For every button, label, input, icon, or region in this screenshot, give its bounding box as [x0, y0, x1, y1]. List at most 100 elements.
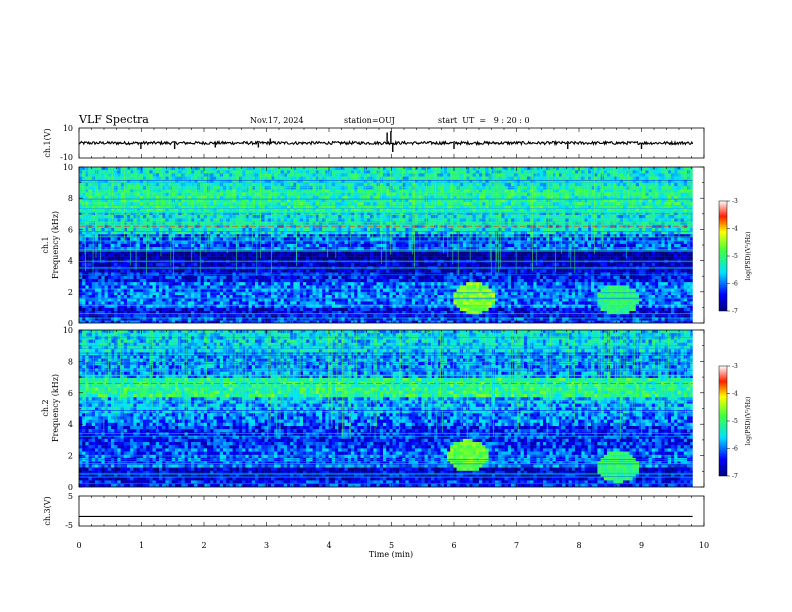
- ch1-spectrogram-cell: [107, 243, 112, 248]
- ch1-spectrogram-cell: [271, 186, 275, 190]
- ch1-spectrogram-cell: [274, 231, 278, 235]
- ch1-spectrogram-cell: [360, 167, 364, 171]
- ch1-spectrogram-cell: [82, 282, 86, 286]
- ch1-spectrogram-cell: [293, 279, 297, 283]
- ch1-spectrogram-cell: [82, 231, 86, 235]
- ch1-spectrogram-cell: [267, 298, 272, 302]
- ch1-spectrogram-cell: [341, 183, 345, 187]
- ch1-spectrogram-cell: [274, 202, 278, 206]
- ch1-spectrogram-cell: [335, 195, 339, 200]
- ch1-spectrogram-cell: [251, 192, 256, 196]
- ch1-spectrogram-cell: [133, 311, 137, 315]
- ch1-spectrogram-cell: [203, 167, 208, 171]
- ch1-spectrogram-cell: [194, 320, 198, 323]
- ch1-spectrogram-cell: [312, 282, 316, 286]
- ch1-spectrogram-cell: [104, 243, 108, 248]
- ch1-spectrogram-cell: [136, 317, 140, 321]
- ch1-spectrogram-cell: [117, 243, 121, 248]
- ch1-spectrogram-cell: [107, 205, 112, 209]
- ch1-spectrogram-cell: [223, 282, 227, 286]
- ch1-spectrogram-cell: [383, 291, 387, 296]
- ch1-spectrogram-cell: [280, 314, 284, 318]
- ch1-spectrogram-cell: [165, 189, 169, 193]
- ch1-spectrogram-cell: [338, 192, 342, 196]
- ch1-spectrogram-cell: [133, 298, 137, 302]
- ch1-spectrogram-cell: [117, 179, 121, 184]
- ch1-spectrogram-cell: [187, 298, 192, 302]
- ch1-spectrogram-cell: [315, 208, 320, 212]
- ch1-spectrogram-cell: [175, 208, 179, 212]
- ch1-spectrogram-cell: [309, 189, 313, 193]
- ch1-spectrogram-cell: [296, 221, 300, 225]
- ch1-spectrogram-cell: [155, 170, 160, 174]
- ch1-spectrogram-cell: [149, 317, 153, 321]
- ch1-spectrogram-cell: [235, 176, 240, 180]
- ch1-spectrogram-cell: [370, 221, 374, 225]
- ch1-spectrogram-cell: [232, 234, 236, 238]
- ch1-spectrogram-cell: [293, 189, 297, 193]
- ch1-spectrogram-cell: [325, 199, 329, 203]
- ch1-spectrogram-cell: [341, 195, 345, 200]
- ch1-spectrogram-cell: [287, 208, 291, 212]
- ch1-spectrogram-cell: [175, 221, 179, 225]
- ch1-spectrogram-cell: [255, 288, 259, 292]
- ch1-spectrogram-cell: [159, 295, 163, 299]
- ch1-spectrogram-cell: [351, 234, 355, 238]
- ch1-spectrogram-cell: [248, 243, 252, 248]
- ch1-spectrogram-cell: [98, 234, 102, 238]
- ch1-spectrogram-cell: [82, 199, 86, 203]
- ch1-spectrogram-cell: [274, 221, 278, 225]
- ch1-spectrogram-cell: [120, 199, 124, 203]
- ch1-spectrogram-cell: [187, 221, 192, 225]
- ch1-spectrogram-cell: [114, 288, 118, 292]
- ch1-spectrogram-cell: [328, 307, 332, 312]
- ch1-spectrogram-cell: [370, 218, 374, 222]
- ch1-spectrogram-cell: [367, 202, 371, 206]
- ch1-spectrogram-cell: [245, 237, 249, 241]
- ch1-spectrogram-cell: [363, 285, 368, 289]
- ch1-spectrogram-cell: [367, 237, 371, 241]
- ch1-spectrogram-cell: [117, 202, 121, 206]
- ch1-spectrogram-cell: [114, 285, 118, 289]
- ch1-spectrogram-cell: [136, 192, 140, 196]
- ch1-spectrogram-cell: [200, 183, 204, 187]
- ch1-spectrogram-cell: [165, 195, 169, 200]
- ch1-spectrogram-cell: [245, 317, 249, 321]
- ch1-spectrogram-cell: [210, 211, 214, 216]
- ch1-spectrogram-cell: [194, 173, 198, 177]
- ch1-spectrogram-cell: [386, 243, 390, 248]
- ch1-spectrogram-cell: [354, 195, 358, 200]
- ch1-spectrogram-cell: [104, 311, 108, 315]
- ch1-spectrogram-cell: [114, 195, 118, 200]
- ch1-spectrogram-cell: [277, 179, 281, 184]
- ch1-spectrogram-cell: [139, 231, 144, 235]
- ch1-spectrogram-cell: [127, 282, 131, 286]
- ch1-spectrogram-cell: [239, 256, 243, 260]
- ch1-spectrogram-cell: [341, 298, 345, 302]
- ch1-spectrogram-cell: [165, 285, 169, 289]
- ch1-spectrogram-cell: [207, 298, 211, 302]
- ch1-spectrogram-cell: [98, 176, 102, 180]
- ch1-spectrogram-cell: [159, 275, 163, 280]
- ch1-spectrogram-cell: [213, 237, 217, 241]
- ch1-spectrogram-cell: [335, 221, 339, 225]
- ch1-spectrogram-cell: [79, 298, 83, 302]
- ch1-spectrogram-cell: [88, 195, 92, 200]
- ch1-spectrogram-cell: [293, 288, 297, 292]
- ch1-spectrogram-cell: [357, 263, 361, 267]
- ch1-spectrogram-cell: [98, 189, 102, 193]
- ch1-spectrogram-cell: [143, 253, 147, 257]
- ch1-spectrogram-cell: [338, 298, 342, 302]
- ch1-spectrogram-cell: [130, 234, 134, 238]
- ch1-spectrogram-cell: [82, 275, 86, 280]
- ch1-spectrogram-cell: [251, 218, 256, 222]
- ch1-spectrogram-cell: [239, 275, 243, 280]
- ch1-spectrogram-cell: [146, 189, 150, 193]
- ch1-spectrogram-cell: [85, 243, 89, 248]
- ch1-spectrogram-cell: [101, 298, 105, 302]
- ch1-spectrogram-cell: [104, 320, 108, 323]
- ch1-spectrogram-cell: [178, 179, 182, 184]
- ch1-spectrogram-cell: [88, 301, 92, 305]
- ch1-spectrogram-cell: [383, 218, 387, 222]
- ch1-spectrogram-cell: [264, 218, 268, 222]
